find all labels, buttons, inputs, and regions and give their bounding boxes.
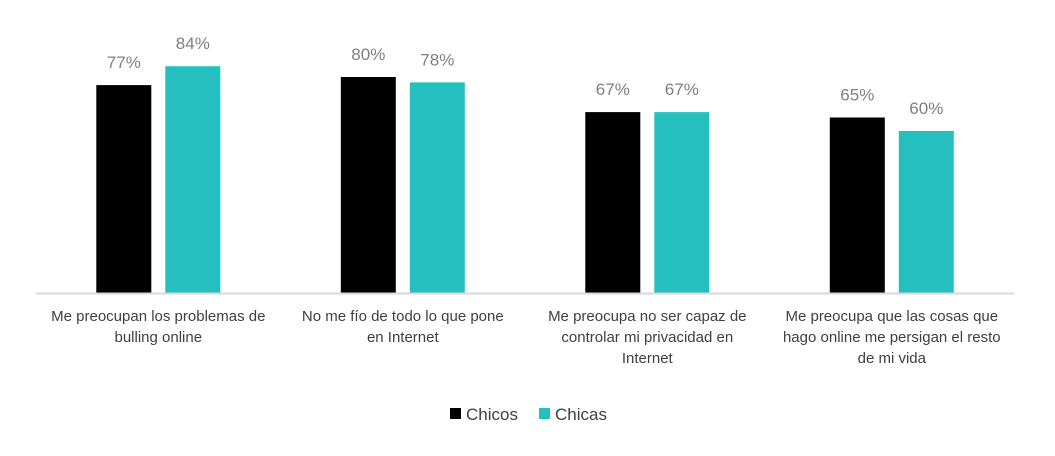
legend-label-chicos: Chicos — [466, 405, 518, 424]
category-label-4-line-3: de mi vida — [858, 350, 927, 367]
bar-chicas-3 — [654, 112, 710, 293]
data-label-chicas-2: 78% — [420, 50, 454, 69]
bar-chicos-4 — [829, 117, 885, 293]
bar-chicas-4 — [898, 131, 954, 293]
category-label-3-line-2: controlar mi privacidad en — [561, 329, 733, 346]
data-label-chicos-3: 67% — [596, 80, 630, 99]
legend-label-chicas: Chicas — [555, 405, 607, 424]
category-label-2-line-1: No me fío de todo lo que pone — [302, 308, 504, 325]
legend-swatch-chicas — [539, 408, 550, 419]
bar-chicos-2 — [340, 77, 396, 293]
category-label-1-line-1: Me preocupan los problemas de — [51, 308, 265, 325]
category-label-2-line-2: en Internet — [367, 329, 440, 346]
bar-chicas-2 — [409, 82, 465, 294]
legend-swatch-chicos — [450, 408, 461, 419]
category-label-1-line-2: bulling online — [115, 329, 203, 346]
category-label-3-line-3: Internet — [622, 350, 674, 367]
data-label-chicos-4: 65% — [840, 86, 874, 105]
data-label-chicas-1: 84% — [176, 34, 210, 53]
data-label-chicos-1: 77% — [107, 53, 141, 72]
category-label-4-line-1: Me preocupa que las cosas que — [785, 308, 998, 325]
data-label-chicas-3: 67% — [665, 80, 699, 99]
bar-chicos-3 — [585, 112, 641, 293]
bar-chicas-1 — [165, 66, 221, 293]
bar-chicos-1 — [96, 85, 152, 293]
data-label-chicas-4: 60% — [909, 99, 943, 118]
category-label-4-line-2: hago online me persigan el resto — [783, 329, 1001, 346]
data-label-chicos-2: 80% — [351, 45, 385, 64]
category-label-3-line-1: Me preocupa no ser capaz de — [548, 308, 746, 325]
